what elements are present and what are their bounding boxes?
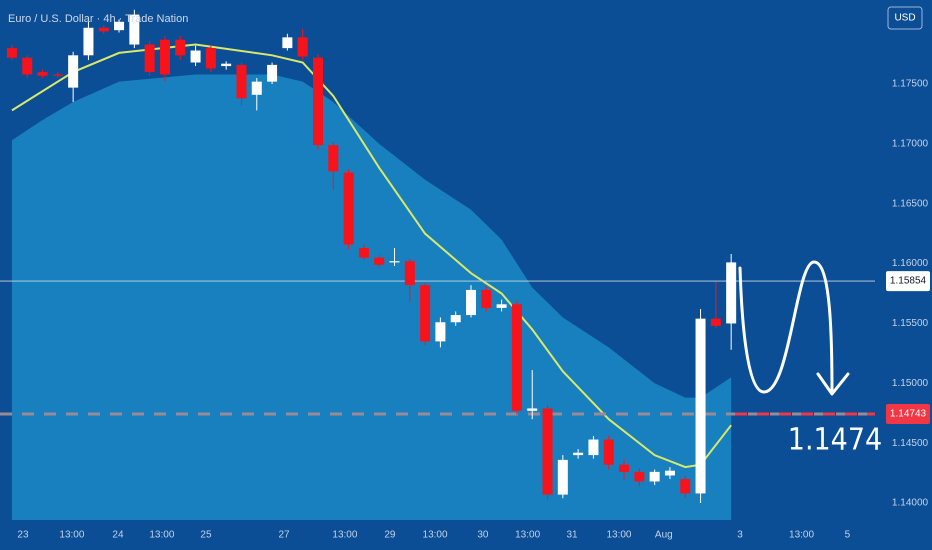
- candle-body: [588, 439, 599, 456]
- candle-body: [83, 27, 94, 56]
- candle-body: [221, 63, 232, 67]
- candle-body: [343, 172, 354, 245]
- x-tick-label: 29: [384, 530, 396, 541]
- candle-body: [527, 408, 538, 411]
- candle-body: [450, 315, 461, 323]
- candle-body: [557, 459, 568, 495]
- candle-body: [374, 257, 385, 265]
- y-tick-label: 1.15000: [892, 378, 929, 389]
- candle-body: [328, 145, 339, 172]
- forecast-arrow: [738, 260, 834, 394]
- candle-body: [6, 48, 17, 58]
- candle-body: [37, 72, 48, 76]
- chart-title: Euro / U.S. Dollar · 4h · Trade Nation: [8, 13, 188, 25]
- x-tick-label: 5: [845, 530, 851, 541]
- x-tick-label: 13:00: [515, 530, 540, 541]
- target-price-label: 1.14743: [890, 409, 927, 420]
- candle-body: [573, 452, 584, 456]
- x-tick-label: 30: [477, 530, 489, 541]
- y-tick-label: 1.15500: [892, 318, 929, 329]
- candle-body: [175, 39, 186, 56]
- x-tick-label: 27: [278, 530, 290, 541]
- candle-body: [649, 471, 660, 482]
- x-tick-label: 13:00: [149, 530, 174, 541]
- x-tick-label: 24: [112, 530, 124, 541]
- candle-body: [98, 27, 109, 32]
- candle-body: [726, 262, 737, 324]
- candle-body: [466, 289, 477, 316]
- candle-body: [129, 14, 140, 45]
- candle-body: [114, 21, 125, 31]
- x-tick-label: 3: [737, 530, 743, 541]
- candle-body: [511, 304, 522, 411]
- target-price-box: [886, 404, 930, 425]
- candle-body: [634, 471, 645, 482]
- candle-body: [710, 318, 721, 326]
- x-tick-label: 13:00: [59, 530, 84, 541]
- candle-body: [159, 39, 170, 75]
- candle-body: [603, 439, 614, 465]
- candle-body: [542, 408, 553, 495]
- x-tick-label: 31: [566, 530, 578, 541]
- candle-body: [695, 318, 706, 494]
- candle-body: [664, 470, 675, 476]
- current-price-label: 1.15854: [890, 276, 927, 287]
- x-tick-label: 13:00: [606, 530, 631, 541]
- candle-body: [404, 261, 415, 286]
- candle-body: [282, 37, 293, 49]
- candle-body: [52, 74, 63, 76]
- candle-body: [297, 37, 308, 57]
- y-tick-label: 1.16500: [892, 198, 929, 209]
- candle-body: [22, 57, 33, 75]
- currency-button[interactable]: [887, 6, 923, 30]
- currency-label[interactable]: USD: [894, 13, 915, 24]
- candle-body: [267, 64, 278, 82]
- y-tick-label: 1.17000: [892, 139, 929, 150]
- current-price-box: [886, 271, 930, 292]
- candle-body: [481, 289, 492, 308]
- x-tick-label: 25: [200, 530, 212, 541]
- candle-body: [680, 479, 691, 494]
- y-tick-label: 1.14000: [892, 498, 929, 509]
- candle-body: [312, 57, 323, 146]
- candle-body: [144, 44, 155, 73]
- target-annotation: 1.1474: [788, 423, 882, 458]
- y-tick-label: 1.14500: [892, 438, 929, 449]
- candle-body: [420, 285, 431, 342]
- arrow-head: [816, 372, 850, 396]
- candle-body: [190, 50, 201, 63]
- x-tick-label: Aug: [655, 530, 673, 541]
- candle-body: [496, 304, 507, 308]
- candle-body: [251, 81, 262, 95]
- x-tick-label: 13:00: [423, 530, 448, 541]
- x-tick-label: 23: [17, 530, 29, 541]
- candle-body: [68, 55, 79, 88]
- candle-body: [435, 322, 446, 342]
- x-tick-label: 13:00: [789, 530, 814, 541]
- candle-body: [358, 248, 369, 258]
- candle-body: [236, 64, 247, 99]
- candle-body: [205, 48, 216, 69]
- y-tick-label: 1.17500: [892, 79, 929, 90]
- x-tick-label: 13:00: [332, 530, 357, 541]
- candle-body: [389, 261, 400, 263]
- candle-body: [619, 464, 630, 472]
- y-tick-label: 1.16000: [892, 258, 929, 269]
